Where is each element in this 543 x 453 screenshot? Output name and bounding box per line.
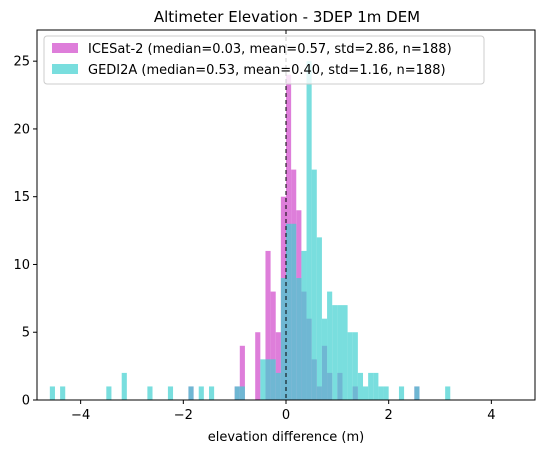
histogram-bar-gedi2a bbox=[445, 386, 451, 400]
histogram-bar-gedi2a bbox=[106, 386, 112, 400]
x-axis-label: elevation difference (m) bbox=[208, 430, 365, 445]
histogram-bar-gedi2a bbox=[198, 386, 204, 400]
y-tick-label: 15 bbox=[13, 190, 30, 205]
legend-label-icesat2: ICESat-2 (median=0.03, mean=0.57, std=2.… bbox=[88, 42, 452, 57]
histogram-bar-gedi2a bbox=[260, 359, 266, 400]
histogram-bar-gedi2a bbox=[306, 61, 312, 401]
y-tick-label: 20 bbox=[13, 122, 30, 137]
bars-layer bbox=[49, 61, 451, 401]
legend-box bbox=[43, 35, 485, 85]
histogram-bar-gedi2a bbox=[270, 359, 276, 400]
histogram-bar-gedi2a bbox=[316, 237, 322, 400]
x-tick-label: −2 bbox=[174, 408, 193, 423]
histogram-bar-gedi2a bbox=[121, 372, 127, 400]
histogram-bar-gedi2a bbox=[363, 386, 369, 400]
histogram-bar-gedi2a bbox=[291, 223, 297, 400]
x-tick-label: 0 bbox=[282, 408, 290, 423]
histogram-bar-gedi2a bbox=[296, 278, 302, 400]
x-tick-label: 2 bbox=[385, 408, 393, 423]
histogram-bar-gedi2a bbox=[347, 332, 353, 400]
histogram-bar-gedi2a bbox=[275, 372, 281, 400]
histogram-bar-gedi2a bbox=[60, 386, 66, 400]
y-tick-label: 5 bbox=[22, 326, 30, 341]
histogram-bar-gedi2a bbox=[378, 386, 384, 400]
legend-label-gedi2a: GEDI2A (median=0.53, mean=0.40, std=1.16… bbox=[88, 63, 446, 78]
histogram-bar-gedi2a bbox=[147, 386, 153, 400]
histogram-bar-gedi2a bbox=[49, 386, 55, 400]
histogram-bar-gedi2a bbox=[286, 223, 292, 400]
histogram-bar-gedi2a bbox=[208, 386, 215, 400]
histogram-bar-gedi2a bbox=[373, 372, 379, 400]
y-tick-label: 0 bbox=[22, 394, 30, 409]
histogram-bar-gedi2a bbox=[327, 291, 333, 400]
histogram-bar-gedi2a bbox=[357, 372, 364, 400]
histogram-bar-gedi2a bbox=[332, 305, 338, 400]
y-axis-ticks: 0 5 10 15 20 25 bbox=[13, 55, 37, 409]
histogram-bar-gedi2a bbox=[383, 386, 389, 400]
histogram-bar-gedi2a bbox=[342, 305, 348, 400]
y-tick-label: 25 bbox=[13, 55, 30, 70]
histogram-bar-gedi2a bbox=[368, 372, 374, 400]
histogram-bar-icesat2 bbox=[270, 291, 276, 400]
histogram-bar-icesat2 bbox=[275, 332, 281, 400]
x-axis-ticks: −4 −2 0 2 4 bbox=[71, 400, 496, 423]
histogram-bar-gedi2a bbox=[301, 250, 307, 400]
histogram-bar-icesat2 bbox=[265, 250, 271, 400]
legend: ICESat-2 (median=0.03, mean=0.57, std=2.… bbox=[43, 35, 485, 85]
x-tick-label: 4 bbox=[487, 408, 495, 423]
histogram-bar-gedi2a bbox=[337, 305, 343, 400]
legend-swatch-icesat2 bbox=[52, 43, 78, 53]
histogram-bar-gedi2a bbox=[167, 386, 174, 400]
histogram-bar-gedi2a bbox=[414, 386, 420, 400]
histogram-bar-gedi2a bbox=[280, 278, 286, 400]
histogram-bar-gedi2a bbox=[311, 169, 317, 400]
chart-title: Altimeter Elevation - 3DEP 1m DEM bbox=[154, 8, 420, 26]
y-tick-label: 10 bbox=[13, 258, 30, 273]
histogram-bar-icesat2 bbox=[255, 332, 261, 400]
histogram-bar-gedi2a bbox=[239, 386, 245, 400]
histogram-bar-gedi2a bbox=[352, 332, 358, 400]
histogram-bar-gedi2a bbox=[234, 386, 240, 400]
histogram-bar-gedi2a bbox=[321, 318, 328, 400]
x-tick-label: −4 bbox=[71, 408, 90, 423]
histogram-bar-gedi2a bbox=[265, 359, 271, 400]
legend-swatch-gedi2a bbox=[52, 64, 78, 74]
histogram-bar-icesat2 bbox=[239, 345, 245, 400]
histogram-bar-gedi2a bbox=[188, 386, 194, 400]
histogram-bar-gedi2a bbox=[398, 386, 405, 400]
